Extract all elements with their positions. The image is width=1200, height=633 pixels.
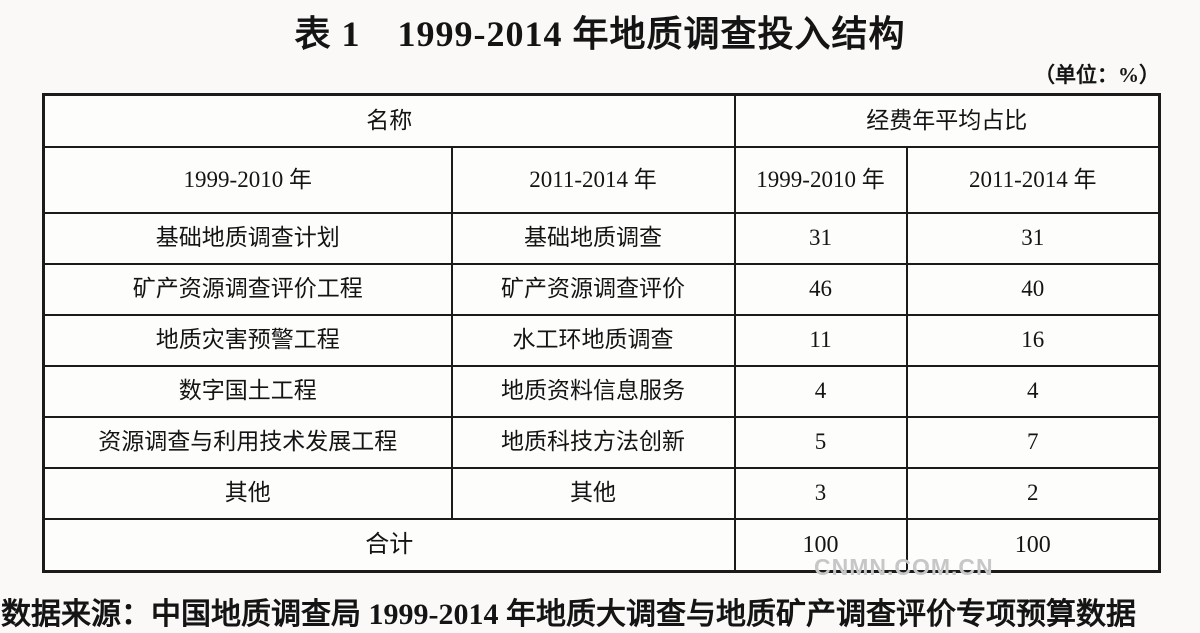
total-label: 合计	[42, 518, 736, 573]
table-row: 其他 其他 3 2	[42, 467, 1161, 520]
row-name-new: 其他	[450, 467, 736, 520]
total-share-old: 100	[733, 518, 908, 573]
header-period-share-1999-2010-label: 1999-2010 年	[756, 166, 885, 192]
row-share-old: 46	[733, 263, 908, 316]
source-note: 数据来源：中国地质调查局 1999-2014 年地质大调查与地质矿产调查评价专项…	[1, 598, 1136, 631]
row-name-new: 矿产资源调查评价	[450, 263, 736, 316]
table-row: 地质灾害预警工程 水工环地质调查 11 16	[42, 314, 1161, 367]
row-name-new: 地质科技方法创新	[450, 416, 736, 469]
header-period-share-1999-2010: 1999-2010 年	[733, 146, 908, 214]
header-name-group: 名称	[42, 93, 736, 148]
header-period-share-2011-2014: 2011-2014 年	[905, 146, 1161, 214]
total-row: 合计 100 100	[42, 518, 1161, 573]
header-period-row: 1999-2010 年 2011-2014 年 1999-2010 年 2011…	[42, 146, 1161, 214]
row-share-new: 16	[905, 314, 1161, 367]
row-name-old: 矿产资源调查评价工程	[42, 263, 453, 316]
row-share-new: 2	[905, 467, 1161, 520]
row-share-old: 5	[733, 416, 908, 469]
row-share-new: 31	[905, 212, 1161, 265]
header-group-row: 名称 经费年平均占比	[42, 93, 1161, 148]
row-name-new: 基础地质调查	[450, 212, 736, 265]
header-share-group: 经费年平均占比	[733, 93, 1161, 148]
row-share-new: 7	[905, 416, 1161, 469]
header-period-name-2011-2014: 2011-2014 年	[450, 146, 736, 214]
row-share-new: 4	[905, 365, 1161, 418]
table-row: 资源调查与利用技术发展工程 地质科技方法创新 5 7	[42, 416, 1161, 469]
watermark: CNMN.COM.CN	[814, 554, 994, 580]
unit-note: （单位：%）	[1034, 63, 1160, 87]
row-name-old: 数字国土工程	[42, 365, 453, 418]
row-name-old: 其他	[42, 467, 453, 520]
row-name-old: 基础地质调查计划	[42, 212, 453, 265]
row-name-new: 水工环地质调查	[450, 314, 736, 367]
row-share-old: 3	[733, 467, 908, 520]
row-share-new: 40	[905, 263, 1161, 316]
table-row: 数字国土工程 地质资料信息服务 4 4	[42, 365, 1161, 418]
row-name-new: 地质资料信息服务	[450, 365, 736, 418]
table-row: 矿产资源调查评价工程 矿产资源调查评价 46 40	[42, 263, 1161, 316]
row-share-old: 11	[733, 314, 908, 367]
row-share-old: 31	[733, 212, 908, 265]
header-period-name-1999-2010: 1999-2010 年	[42, 146, 453, 214]
row-share-old: 4	[733, 365, 908, 418]
row-name-old: 地质灾害预警工程	[42, 314, 453, 367]
page-title: 表 1 1999-2014 年地质调查投入结构	[294, 14, 906, 54]
total-share-new: 100	[905, 518, 1161, 573]
investment-structure-table: 名称 经费年平均占比 1999-2010 年 2011-2014 年 1999-…	[42, 93, 1161, 573]
table-row: 基础地质调查计划 基础地质调查 31 31	[42, 212, 1161, 265]
row-name-old: 资源调查与利用技术发展工程	[42, 416, 453, 469]
